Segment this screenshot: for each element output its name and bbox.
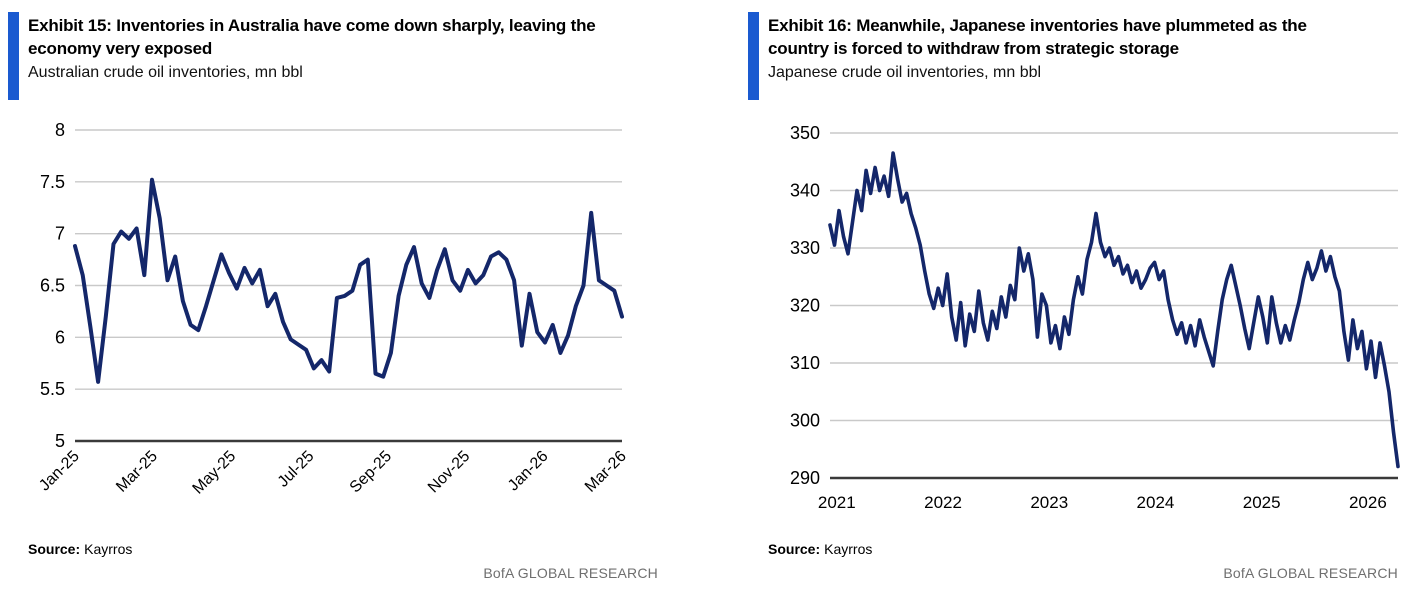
exhibit-16-subtitle: Japanese crude oil inventories, mn bbl <box>768 64 1042 81</box>
exhibit-15-subtitle: Australian crude oil inventories, mn bbl <box>28 64 303 81</box>
exhibit-16-panel: Exhibit 16: Meanwhile, Japanese inventor… <box>748 12 1400 587</box>
svg-text:2021: 2021 <box>818 493 856 512</box>
exhibit-16-title: Exhibit 16: Meanwhile, Japanese inventor… <box>768 16 1307 58</box>
svg-text:5: 5 <box>55 431 65 451</box>
svg-text:Jan-25: Jan-25 <box>36 448 83 495</box>
svg-text:Mar-25: Mar-25 <box>113 448 161 496</box>
svg-text:330: 330 <box>790 238 820 258</box>
svg-text:2026: 2026 <box>1349 493 1387 512</box>
svg-text:340: 340 <box>790 181 820 201</box>
svg-text:2025: 2025 <box>1243 493 1281 512</box>
svg-text:Jan-26: Jan-26 <box>505 448 552 495</box>
exhibit-15-title-block: Exhibit 15: Inventories in Australia hav… <box>28 14 630 83</box>
exhibit-15-panel: Exhibit 15: Inventories in Australia hav… <box>8 12 658 587</box>
svg-text:Jul-25: Jul-25 <box>275 448 318 491</box>
svg-text:5.5: 5.5 <box>40 379 65 399</box>
svg-text:310: 310 <box>790 353 820 373</box>
source-value: Kayrros <box>824 541 873 557</box>
svg-text:320: 320 <box>790 296 820 316</box>
bofa-watermark: BofA GLOBAL RESEARCH <box>483 565 658 581</box>
svg-text:8: 8 <box>55 120 65 140</box>
bofa-watermark: BofA GLOBAL RESEARCH <box>1223 565 1398 581</box>
svg-text:290: 290 <box>790 468 820 488</box>
svg-text:350: 350 <box>790 123 820 143</box>
source-row: Source: Kayrros <box>28 541 132 557</box>
japan-inventories-line-chart: 290 300 310 320 330 340 350 2021 2022 2023 2024 202… <box>790 123 1400 512</box>
source-label: Source: <box>768 541 821 557</box>
svg-text:2023: 2023 <box>1030 493 1068 512</box>
australia-inventories-line-chart: 5 5.5 6 6.5 7 7.5 8 Jan-25 Mar-25 May-25 Jul-25 Sep… <box>36 120 630 498</box>
svg-text:7: 7 <box>55 224 65 244</box>
source-row: Source: Kayrros <box>768 541 872 557</box>
svg-text:Mar-26: Mar-26 <box>582 448 630 496</box>
exhibit-accent-bar <box>8 12 19 100</box>
svg-text:7.5: 7.5 <box>40 172 65 192</box>
svg-text:May-25: May-25 <box>190 448 240 498</box>
svg-text:2022: 2022 <box>924 493 962 512</box>
svg-text:6.5: 6.5 <box>40 276 65 296</box>
exhibit-accent-bar <box>748 12 759 100</box>
exhibit-15-title: Exhibit 15: Inventories in Australia hav… <box>28 16 596 58</box>
svg-text:6: 6 <box>55 327 65 347</box>
svg-text:Nov-25: Nov-25 <box>425 448 474 497</box>
source-label: Source: <box>28 541 81 557</box>
svg-text:300: 300 <box>790 411 820 431</box>
source-value: Kayrros <box>84 541 133 557</box>
svg-text:Sep-25: Sep-25 <box>347 448 396 497</box>
exhibit-16-title-block: Exhibit 16: Meanwhile, Japanese inventor… <box>768 14 1370 83</box>
svg-text:2024: 2024 <box>1137 493 1175 512</box>
